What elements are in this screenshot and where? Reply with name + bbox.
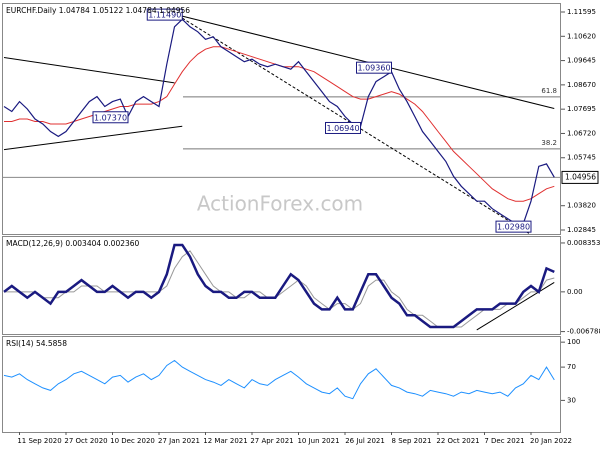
last-price-label: 1.04956 <box>565 172 596 181</box>
x-tick-label: 10 Jun 2021 <box>297 437 339 445</box>
rsi-panel <box>2 336 561 433</box>
annotation-label: 1.02980 <box>497 223 530 232</box>
x-tick-label: 11 Sep 2020 <box>17 437 61 445</box>
y-tick-label: 1.07695 <box>567 105 596 113</box>
trendline <box>476 282 555 331</box>
annotation-label: 1.07370 <box>94 113 127 122</box>
last-price-box <box>561 170 599 184</box>
series-line <box>4 250 555 328</box>
plot-area <box>3 243 555 331</box>
annotation-box <box>92 111 129 124</box>
series-line <box>3 18 555 225</box>
x-tick-label: 22 Oct 2021 <box>436 437 479 445</box>
y-tick-label: 1.11595 <box>567 8 596 16</box>
y-tick-label: 100 <box>567 338 580 346</box>
annotation-box <box>146 8 183 21</box>
y-tick-label: 1.08670 <box>567 81 596 89</box>
plot-area <box>3 359 555 400</box>
y-tick-label: 1.03820 <box>567 202 596 210</box>
panel-title: MACD(12,26,9) 0.003404 0.002360 <box>6 239 140 248</box>
watermark: ActionForex.com <box>197 192 363 216</box>
y-tick-label: 0.008353 <box>567 239 600 247</box>
annotation-box <box>495 220 532 233</box>
x-tick-label: 26 Jul 2021 <box>345 437 385 445</box>
y-tick-label: 1.05745 <box>567 154 596 162</box>
series-line <box>3 243 555 329</box>
y-tick-label: 70 <box>567 363 576 371</box>
x-tick-label: 20 Jan 2022 <box>530 437 572 445</box>
fib-level-label: 38.2 <box>541 139 557 147</box>
plot-area: ActionForex.com 61.8 38.2 1.11490 1.07370 1.0… <box>3 8 560 234</box>
x-tick-label: 27 Jan 2021 <box>158 437 200 445</box>
x-tick-label: 27 Apr 2021 <box>250 437 293 445</box>
macd-panel <box>2 236 561 335</box>
x-tick-label: 8 Sep 2021 <box>392 437 432 445</box>
annotation-label: 1.09360 <box>357 64 390 73</box>
x-tick-label: 7 Dec 2021 <box>484 437 524 445</box>
trendline <box>3 56 175 84</box>
x-tick-label: 10 Dec 2020 <box>110 437 155 445</box>
y-tick-label: 0.00 <box>567 288 583 296</box>
annotation-label: 1.11490 <box>148 11 181 20</box>
y-tick-label: 1.02845 <box>567 226 596 234</box>
panel-title: RSI(14) 54.5858 <box>6 339 67 348</box>
y-tick-label: -0.006788 <box>567 328 600 336</box>
annotation-box <box>325 121 361 134</box>
fib-level-label: 61.8 <box>541 87 557 95</box>
series-line <box>3 359 555 400</box>
panel-title: EURCHF.Daily 1.04784 1.05122 1.04784 1.0… <box>6 6 190 15</box>
annotation-label: 1.06940 <box>326 124 359 133</box>
annotation-box <box>356 61 392 74</box>
trendline <box>3 125 183 151</box>
price-panel <box>2 3 561 235</box>
x-tick-label: 27 Oct 2020 <box>64 437 107 445</box>
y-tick-label: 30 <box>567 396 576 404</box>
y-tick-label: 1.10620 <box>567 32 596 40</box>
x-tick-label: 12 Mar 2021 <box>203 437 247 445</box>
y-tick-label: 1.09645 <box>567 57 596 65</box>
y-tick-label: 1.06720 <box>567 129 596 137</box>
